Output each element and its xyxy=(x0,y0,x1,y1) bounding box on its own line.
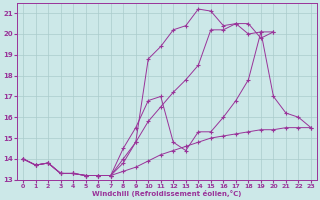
X-axis label: Windchill (Refroidissement éolien,°C): Windchill (Refroidissement éolien,°C) xyxy=(92,190,242,197)
